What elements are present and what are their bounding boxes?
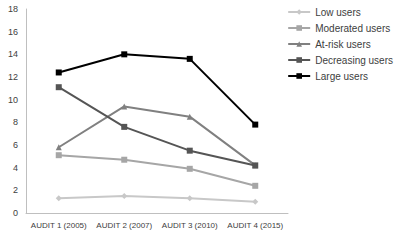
svg-text:8: 8 bbox=[13, 117, 18, 127]
svg-text:AUDIT 1 (2005): AUDIT 1 (2005) bbox=[31, 221, 87, 230]
svg-text:2: 2 bbox=[13, 185, 18, 195]
svg-text:Large users: Large users bbox=[315, 71, 368, 82]
svg-text:AUDIT 4 (2015): AUDIT 4 (2015) bbox=[227, 221, 283, 230]
svg-text:4: 4 bbox=[13, 163, 18, 173]
svg-text:Low users: Low users bbox=[315, 7, 361, 18]
svg-text:0: 0 bbox=[13, 208, 18, 218]
svg-text:AUDIT 3 (2010): AUDIT 3 (2010) bbox=[162, 221, 218, 230]
svg-text:12: 12 bbox=[8, 72, 18, 82]
svg-text:AUDIT 2 (2007): AUDIT 2 (2007) bbox=[96, 221, 152, 230]
svg-text:Decreasing users: Decreasing users bbox=[315, 55, 393, 66]
svg-text:18: 18 bbox=[8, 4, 18, 14]
svg-text:10: 10 bbox=[8, 95, 18, 105]
svg-text:Moderated users: Moderated users bbox=[315, 23, 390, 34]
svg-text:14: 14 bbox=[8, 49, 18, 59]
svg-text:At-risk users: At-risk users bbox=[315, 39, 371, 50]
svg-text:16: 16 bbox=[8, 27, 18, 37]
svg-text:6: 6 bbox=[13, 140, 18, 150]
